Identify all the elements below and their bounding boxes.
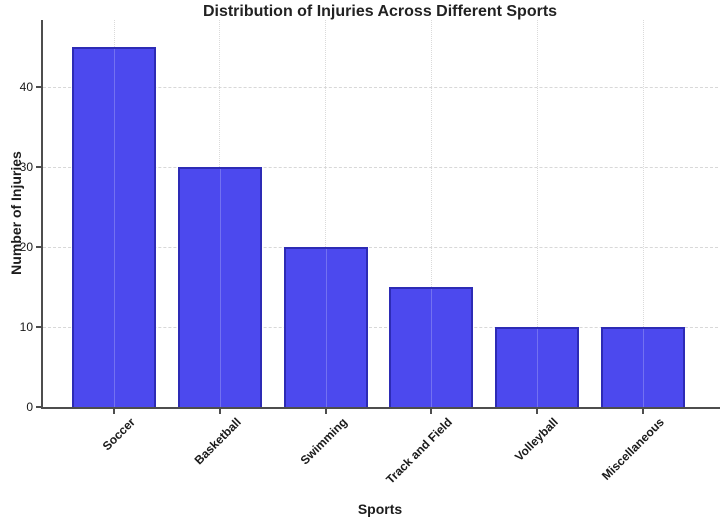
bar-miscellaneous [601, 327, 685, 407]
bar-center-gridline [219, 169, 221, 407]
bar-volleyball [495, 327, 580, 407]
bar-center-gridline [325, 249, 327, 407]
x-tick-label-soccer: Soccer [99, 415, 138, 454]
y-axis-line [41, 20, 43, 409]
v-gridline [325, 20, 327, 407]
x-tick-label-miscellaneous: Miscellaneous [598, 415, 667, 483]
bar-track-and-field [389, 287, 474, 407]
h-gridline [43, 326, 718, 328]
x-tick-label-track-and-field: Track and Field [383, 415, 456, 487]
y-tick-label: 10 [19, 320, 33, 335]
y-tick [36, 246, 42, 249]
x-tick [430, 409, 433, 414]
bar-swimming [283, 247, 368, 407]
x-tick [113, 409, 115, 414]
x-tick-label-basketball: Basketball [191, 415, 244, 468]
bar-basketball [177, 167, 262, 407]
y-tick-label: 40 [19, 80, 33, 95]
bar-soccer [72, 47, 156, 407]
y-tick [36, 86, 42, 89]
v-gridline [642, 20, 644, 407]
x-tick [218, 409, 221, 414]
y-tick-label: 30 [19, 160, 33, 175]
x-tick [536, 409, 539, 414]
v-gridline [430, 20, 432, 407]
bar-center-gridline [114, 49, 115, 407]
y-tick-label: 0 [26, 400, 33, 414]
h-gridline [43, 86, 718, 88]
x-tick-label-volleyball: Volleyball [512, 415, 562, 464]
h-gridline [43, 246, 718, 248]
bar-center-gridline [431, 289, 433, 407]
y-tick [36, 406, 42, 408]
x-tick-label-swimming: Swimming [297, 415, 350, 468]
bar-center-gridline [643, 329, 644, 407]
chart-title: Distribution of Injuries Across Differen… [202, 3, 558, 20]
x-tick [324, 409, 327, 414]
y-tick [36, 326, 42, 329]
x-axis-line [41, 407, 720, 409]
x-axis-label: Sports [357, 501, 403, 517]
v-gridline [536, 20, 538, 407]
bar-center-gridline [537, 329, 539, 407]
h-gridline [43, 166, 718, 168]
y-tick [36, 166, 42, 169]
y-tick-label: 20 [19, 240, 33, 255]
x-tick [642, 409, 644, 414]
